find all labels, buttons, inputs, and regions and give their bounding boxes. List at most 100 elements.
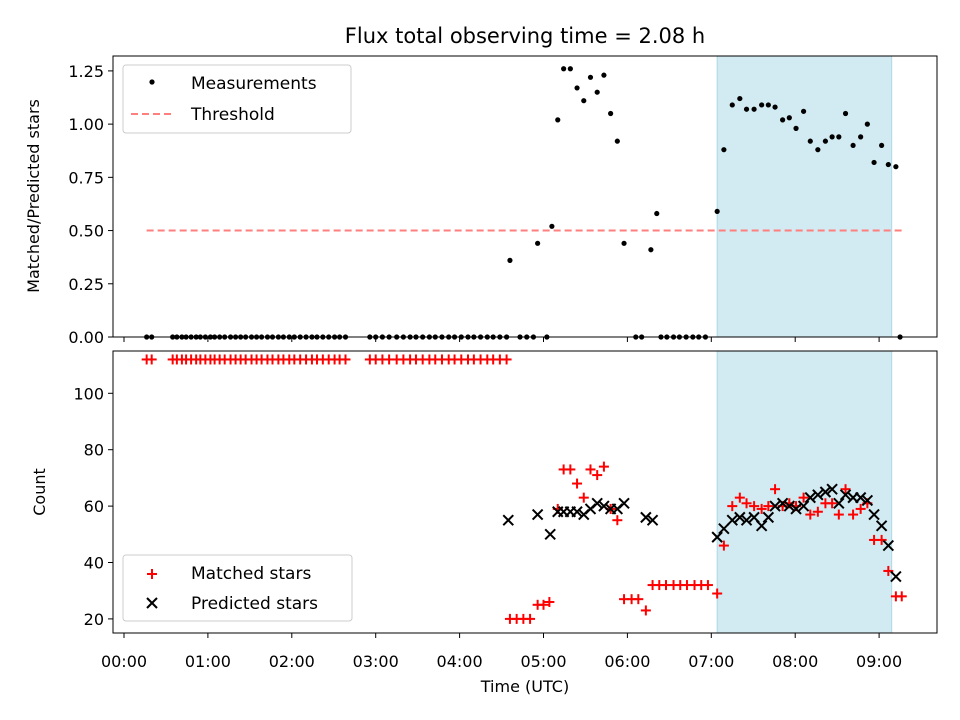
observing-window-shade bbox=[716, 55, 893, 338]
measurement-point bbox=[793, 125, 799, 131]
measurement-point bbox=[829, 134, 835, 140]
predicted-star-point bbox=[861, 494, 874, 507]
measurement-point bbox=[594, 89, 600, 95]
y-tick-label: 0.25 bbox=[68, 275, 104, 294]
measurement-point bbox=[648, 247, 654, 253]
predicted-star-point bbox=[854, 491, 867, 504]
measurement-point bbox=[772, 104, 778, 110]
y-tick-label: 0.00 bbox=[68, 328, 104, 347]
top-panel-frame bbox=[112, 55, 938, 338]
matched-star-point bbox=[798, 492, 809, 503]
matched-star-point bbox=[741, 498, 752, 509]
matched-star-point bbox=[565, 464, 576, 475]
measurement-point bbox=[786, 115, 792, 121]
measurement-point bbox=[815, 147, 821, 153]
matched-star-point bbox=[827, 498, 838, 509]
matched-star-point bbox=[592, 470, 603, 481]
predicted-star-point bbox=[812, 489, 824, 501]
predicted-star-point bbox=[755, 520, 768, 532]
legend-measurements-marker bbox=[149, 79, 155, 85]
measurement-point bbox=[780, 117, 786, 123]
measurement-point bbox=[621, 240, 627, 246]
measurement-point bbox=[864, 121, 870, 127]
predicted-star-point bbox=[726, 514, 738, 526]
y-tick-label: 1.25 bbox=[68, 62, 104, 81]
predicted-star-point bbox=[734, 511, 746, 524]
measurement-point bbox=[751, 106, 757, 112]
measurement-point bbox=[885, 161, 891, 168]
x-tick-label: 07:00 bbox=[688, 652, 734, 671]
y-tick-label: 0.50 bbox=[68, 222, 104, 241]
matched-star-point bbox=[734, 492, 745, 503]
measurement-point bbox=[842, 110, 849, 117]
x-tick-label: 05:00 bbox=[520, 652, 566, 671]
matched-star-point bbox=[702, 580, 713, 591]
bottom-y-axis-label: Count bbox=[30, 468, 49, 516]
legend-matched-label: Matched stars bbox=[191, 564, 311, 584]
measurement-point bbox=[850, 142, 856, 149]
matched-star-point bbox=[146, 354, 157, 365]
matched-star-point bbox=[578, 492, 589, 503]
measurement-point bbox=[567, 66, 573, 72]
matched-star-point bbox=[883, 565, 894, 576]
predicted-star-point bbox=[598, 500, 610, 512]
y-tick-label: 20 bbox=[84, 610, 104, 629]
legend-predicted-label: Predicted stars bbox=[191, 594, 318, 614]
predicted-star-point bbox=[868, 508, 880, 521]
measurement-point bbox=[507, 257, 513, 263]
matched-star-point bbox=[585, 464, 596, 475]
matched-star-point bbox=[805, 509, 816, 520]
measurement-point bbox=[721, 147, 727, 153]
predicted-star-point bbox=[790, 503, 802, 515]
measurement-point bbox=[581, 98, 587, 104]
matched-star-point bbox=[718, 540, 729, 551]
measurement-point bbox=[729, 102, 735, 108]
matched-star-point bbox=[749, 501, 760, 512]
matched-star-point bbox=[598, 461, 609, 472]
measurement-point bbox=[822, 138, 829, 144]
measurement-point bbox=[836, 134, 842, 140]
measurement-point bbox=[561, 66, 567, 72]
predicted-star-point bbox=[776, 497, 789, 509]
predicted-star-point bbox=[769, 500, 781, 512]
predicted-star-point bbox=[740, 514, 753, 526]
matched-star-point bbox=[833, 509, 844, 520]
predicted-star-point bbox=[646, 514, 659, 526]
y-tick-label: 40 bbox=[84, 554, 104, 573]
measurement-point bbox=[737, 95, 743, 102]
predicted-star-point bbox=[502, 514, 514, 526]
measurement-point bbox=[759, 102, 765, 108]
measurement-point bbox=[743, 106, 750, 112]
predicted-star-point bbox=[711, 531, 723, 543]
legend-threshold-label: Threshold bbox=[190, 105, 275, 125]
matched-star-point bbox=[848, 509, 859, 520]
legend-matched-marker bbox=[147, 569, 157, 579]
chart-title: Flux total observing time = 2.08 h bbox=[345, 24, 705, 48]
measurement-point bbox=[800, 108, 807, 114]
predicted-star-point bbox=[618, 497, 630, 509]
matched-star-point bbox=[572, 478, 583, 489]
matched-star-point bbox=[538, 599, 549, 610]
measurement-point bbox=[654, 210, 660, 217]
x-tick-label: 01:00 bbox=[185, 652, 231, 671]
x-tick-label: 03:00 bbox=[353, 652, 399, 671]
y-tick-label: 60 bbox=[84, 497, 104, 516]
predicted-star-point bbox=[797, 500, 810, 512]
y-tick-label: 1.00 bbox=[68, 115, 104, 134]
matched-star-point bbox=[896, 591, 907, 602]
x-tick-label: 06:00 bbox=[604, 652, 650, 671]
y-tick-label: 0.75 bbox=[68, 168, 104, 187]
predicted-star-point bbox=[544, 528, 556, 541]
predicted-star-point bbox=[531, 508, 544, 521]
matched-star-point bbox=[712, 588, 723, 599]
top-legend: Measurements Threshold bbox=[122, 64, 352, 134]
y-tick-label: 100 bbox=[73, 384, 104, 403]
legend-measurements-label: Measurements bbox=[191, 74, 317, 94]
predicted-star-point bbox=[762, 511, 775, 524]
matched-star-point bbox=[876, 534, 887, 545]
matched-star-point bbox=[840, 484, 851, 495]
x-axis-label: Time (UTC) bbox=[480, 677, 569, 696]
predicted-star-point bbox=[819, 486, 832, 498]
predicted-star-point bbox=[571, 506, 583, 518]
measurement-point bbox=[574, 85, 580, 91]
